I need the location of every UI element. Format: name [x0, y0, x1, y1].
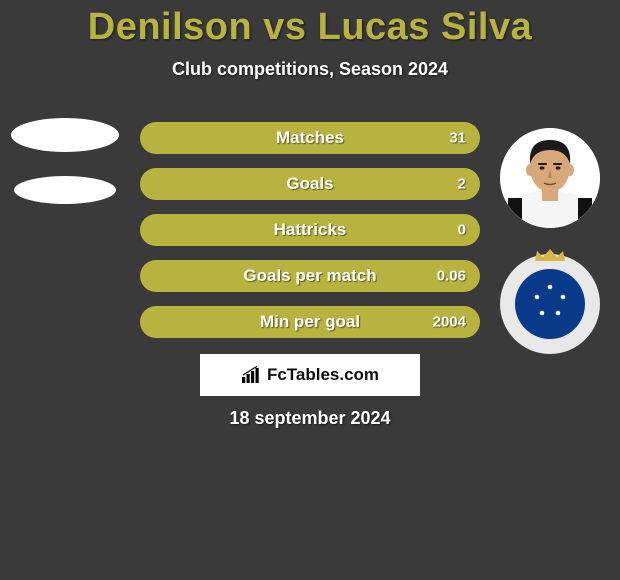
left-player-column: [10, 118, 120, 204]
stat-value: 31: [449, 130, 466, 147]
player-avatar: [500, 128, 600, 228]
stat-bar: Min per goal2004: [140, 306, 480, 338]
page-subtitle: Club competitions, Season 2024: [0, 59, 620, 80]
left-placeholder-1: [11, 118, 119, 152]
stat-value: 0: [458, 222, 466, 239]
club-inner-circle: [515, 269, 585, 339]
stats-bars: Matches31 Goals2 Hattricks0 Goals per match…: [140, 122, 480, 352]
stat-bar: Goals2: [140, 168, 480, 200]
stat-bar: Matches31: [140, 122, 480, 154]
player-avatar-svg: [500, 128, 600, 228]
stat-label: Hattricks: [140, 220, 480, 240]
right-player-column: [500, 128, 600, 354]
page-title: Denilson vs Lucas Silva: [0, 0, 620, 49]
stat-label: Goals: [140, 174, 480, 194]
club-stars-icon: [515, 269, 585, 339]
club-badge: [500, 254, 600, 354]
stat-value: 2004: [433, 314, 466, 331]
page-date: 18 september 2024: [0, 408, 620, 429]
crown-icon: [533, 247, 567, 263]
stat-label: Min per goal: [140, 312, 480, 332]
stat-value: 0.06: [437, 268, 466, 285]
stat-bar: Hattricks0: [140, 214, 480, 246]
branding-bar: FcTables.com: [200, 354, 420, 396]
branding-text: FcTables.com: [267, 365, 379, 385]
stat-bar: Goals per match0.06: [140, 260, 480, 292]
stat-label: Matches: [140, 128, 480, 148]
left-placeholder-2: [14, 176, 116, 204]
chart-icon: [241, 366, 261, 384]
stat-value: 2: [458, 176, 466, 193]
stat-label: Goals per match: [140, 266, 480, 286]
